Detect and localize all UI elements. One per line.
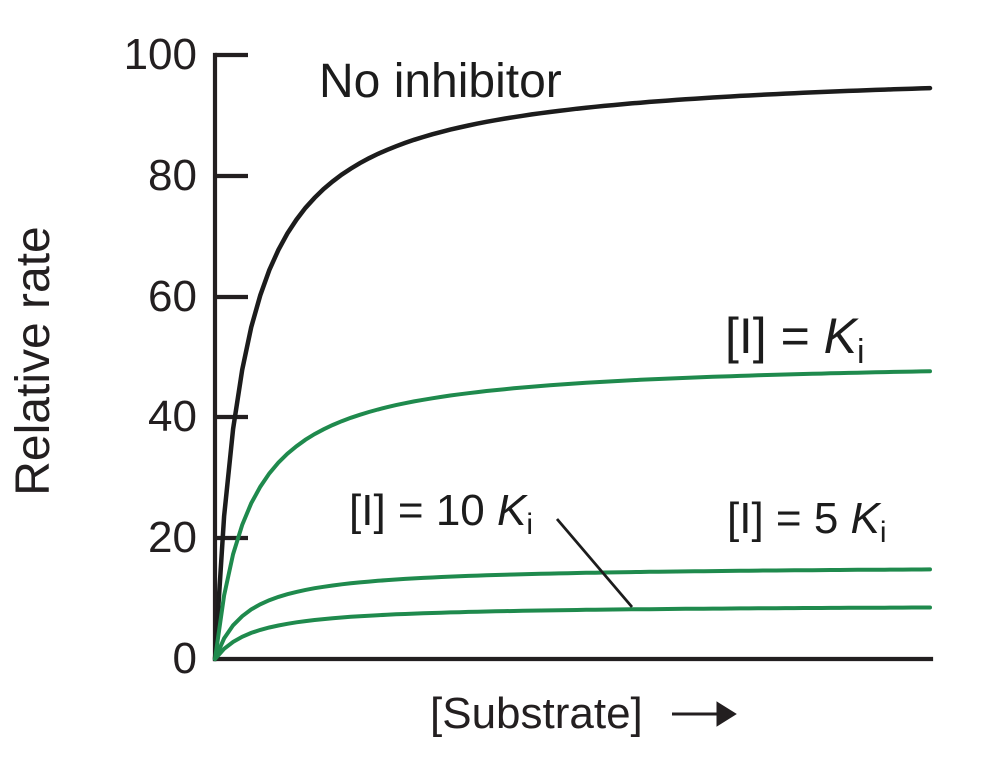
svg-text:[I] = 10 Ki: [I] = 10 Ki xyxy=(349,486,533,541)
svg-text:100: 100 xyxy=(124,30,197,79)
svg-text:[I] = Ki: [I] = Ki xyxy=(725,308,865,371)
svg-text:[Substrate]: [Substrate] xyxy=(430,689,643,738)
svg-text:No inhibitor: No inhibitor xyxy=(319,55,562,108)
svg-text:40: 40 xyxy=(148,392,197,441)
svg-text:80: 80 xyxy=(148,151,197,200)
svg-text:20: 20 xyxy=(148,513,197,562)
svg-text:[I] = 5 Ki: [I] = 5 Ki xyxy=(727,494,887,549)
svg-text:0: 0 xyxy=(173,634,197,683)
svg-text:60: 60 xyxy=(148,272,197,321)
svg-text:Relative rate: Relative rate xyxy=(7,226,60,495)
